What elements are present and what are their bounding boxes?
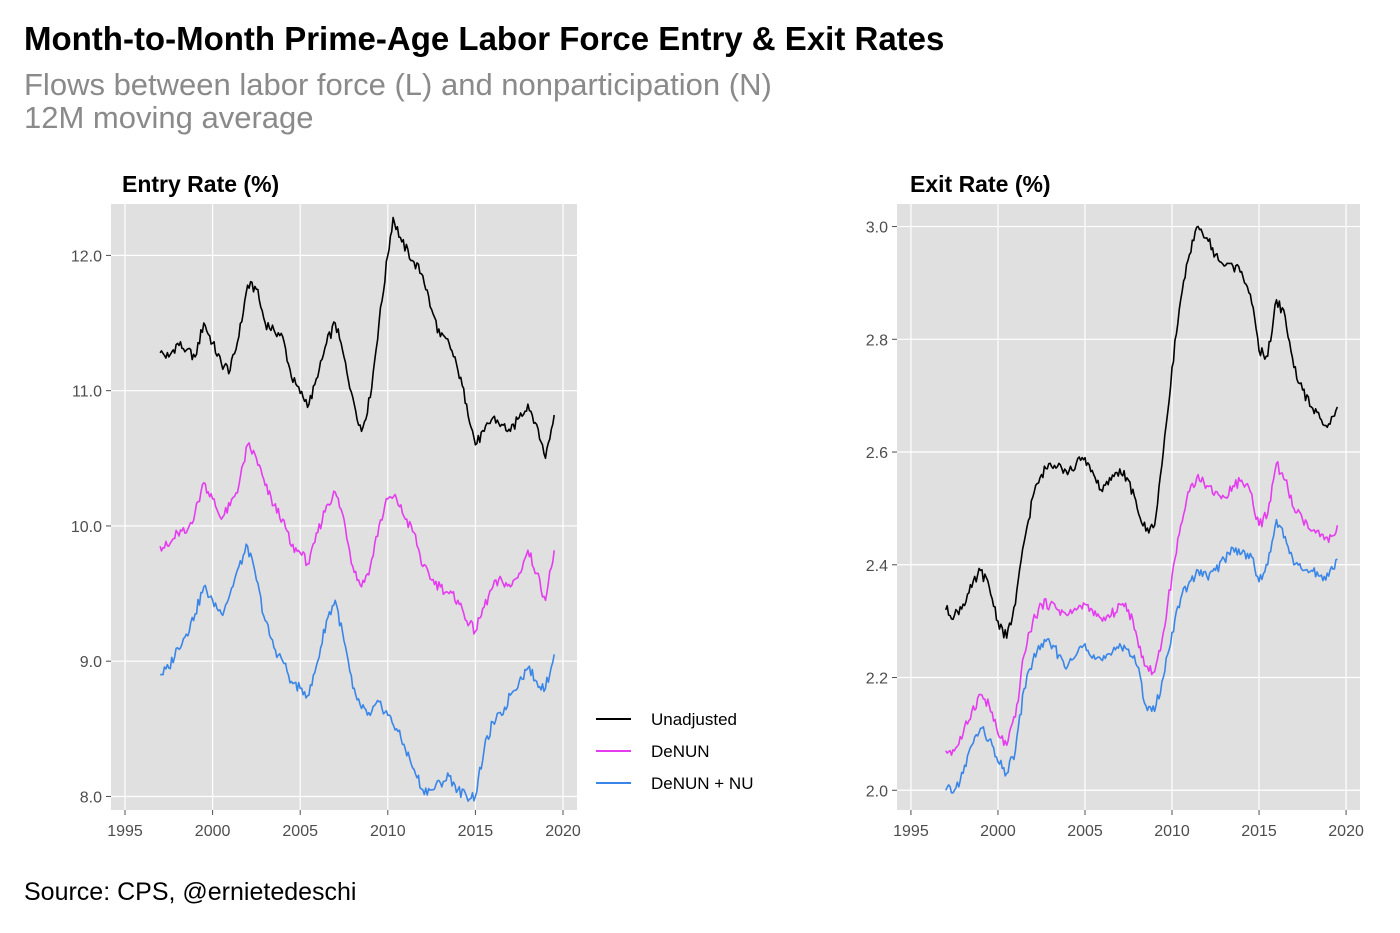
entry-rate-ytick-label-9.0: 9.0: [80, 654, 102, 671]
entry-rate-plot-background: [111, 204, 577, 810]
exit-rate-xtick-label-2005: 2005: [1067, 823, 1103, 840]
exit-rate-ytick-label-3.0: 3.0: [866, 220, 888, 237]
exit-rate-panel: 1995 2000 2005 2010 2015 2020 2.0 2.2 2.4 2.6 2.8 3…: [866, 171, 1364, 840]
exit-rate-xtick-label-2015: 2015: [1241, 823, 1277, 840]
entry-rate-series-unadjusted: [159, 216, 555, 460]
exit-rate-title: Exit Rate (%): [910, 171, 1051, 197]
exit-rate-ytick-label-2.4: 2.4: [866, 558, 888, 575]
entry-rate-series-denun-nu: [159, 543, 555, 802]
entry-rate-ytick-label-8.0: 8.0: [80, 789, 102, 806]
exit-rate-series-denun: [945, 461, 1339, 756]
exit-rate-ytick-label-2.0: 2.0: [866, 783, 888, 800]
entry-rate-title: Entry Rate (%): [122, 171, 279, 197]
entry-rate-series-denun: [159, 442, 555, 635]
exit-rate-xtick-label-1995: 1995: [893, 823, 929, 840]
entry-rate-xtick-label-2010: 2010: [370, 823, 406, 840]
legend-label-denun: DeNUN: [651, 742, 710, 761]
subtitle-line-2: 12M moving average: [24, 100, 314, 135]
entry-rate-ytick-label-10.0: 10.0: [71, 519, 102, 536]
chart-subtitle: Flows between labor force (L) and nonpar…: [24, 68, 772, 134]
entry-rate-panel: 1995 2000 2005 2010 2015 2020 8.0 9.0 10.0 11.0 12…: [71, 171, 581, 840]
source-note: Source: CPS, @ernietedeschi: [24, 878, 357, 906]
entry-rate-ytick-label-11.0: 11.0: [72, 384, 102, 401]
entry-rate-xtick-label-2000: 2000: [195, 823, 231, 840]
entry-rate-xtick-label-2005: 2005: [282, 823, 318, 840]
exit-rate-ytick-label-2.8: 2.8: [866, 332, 888, 349]
exit-rate-xtick-label-2000: 2000: [980, 823, 1016, 840]
exit-rate-ytick-label-2.2: 2.2: [866, 671, 888, 688]
legend-label-denun-nu: DeNUN + NU: [651, 774, 754, 793]
exit-rate-series-unadjusted: [944, 225, 1339, 639]
entry-rate-xtick-label-2015: 2015: [458, 823, 494, 840]
entry-rate-xtick-label-2020: 2020: [545, 823, 581, 840]
entry-rate-ytick-label-12.0: 12.0: [71, 248, 102, 265]
exit-rate-ytick-label-2.6: 2.6: [866, 445, 888, 462]
exit-rate-xtick-label-2010: 2010: [1154, 823, 1190, 840]
entry-rate-xtick-label-1995: 1995: [107, 823, 143, 840]
exit-rate-xtick-label-2020: 2020: [1328, 823, 1364, 840]
exit-rate-series-denun-nu: [944, 518, 1338, 794]
legend-label-unadjusted: Unadjusted: [651, 710, 737, 729]
legend: Unadjusted DeNUN DeNUN + NU: [596, 710, 754, 793]
subtitle-line-1: Flows between labor force (L) and nonpar…: [24, 67, 772, 102]
exit-rate-plot-background: [897, 204, 1360, 810]
chart-title: Month-to-Month Prime-Age Labor Force Ent…: [24, 20, 945, 57]
